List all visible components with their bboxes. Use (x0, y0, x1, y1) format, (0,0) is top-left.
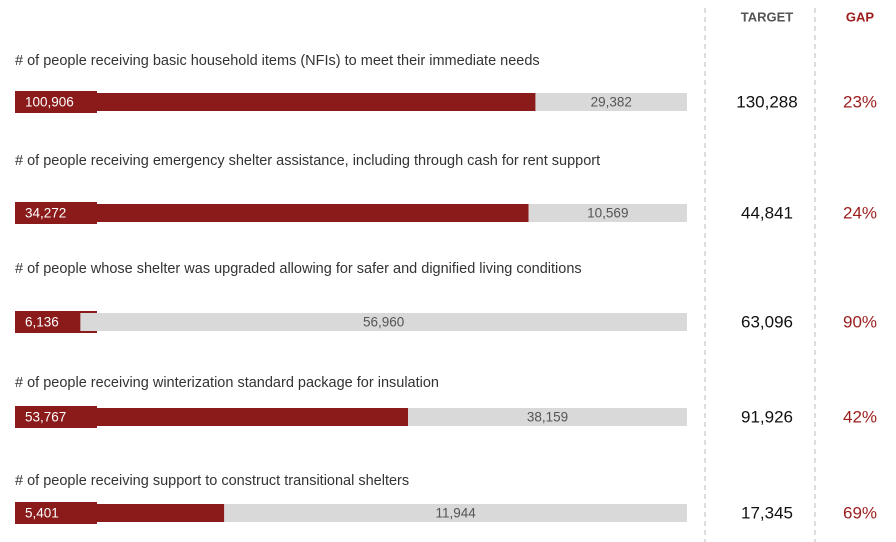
column-value: 130,288 (736, 92, 797, 111)
value-label: 38,159 (527, 410, 568, 425)
column-value: 24% (843, 203, 877, 222)
bar-segment (15, 408, 409, 426)
value-badge (15, 406, 97, 428)
row-label: # of people whose shelter was upgraded a… (15, 261, 582, 277)
row-label: # of people receiving basic household it… (15, 53, 540, 69)
column-value: 90% (843, 312, 877, 331)
value-badge (15, 202, 97, 224)
value-label: 29,382 (591, 95, 632, 110)
value-label: 53,767 (25, 410, 66, 425)
value-label: 6,136 (25, 315, 59, 330)
row-label: # of people receiving support to constru… (15, 473, 410, 489)
value-label: 10,569 (587, 206, 628, 221)
column-value: 63,096 (741, 312, 793, 331)
column-value: 17,345 (741, 503, 793, 522)
column-value: 44,841 (741, 203, 793, 222)
column-value: 42% (843, 407, 877, 426)
bar-segment (528, 204, 687, 222)
row-label-box: # of people receiving emergency shelter … (15, 153, 601, 169)
bar-segment (224, 504, 687, 522)
row-label-box: # of people whose shelter was upgraded a… (15, 261, 582, 277)
column-header: GAP (846, 9, 875, 24)
bar-segment (408, 408, 687, 426)
value-badge (15, 91, 97, 113)
row-label-box: # of people receiving basic household it… (15, 53, 540, 69)
value-badge (15, 502, 97, 524)
row-label-box: # of people receiving winterization stan… (15, 375, 439, 391)
row-label: # of people receiving emergency shelter … (15, 153, 601, 169)
column-value: 23% (843, 92, 877, 111)
bar-segment (80, 313, 688, 331)
column-header: TARGET (741, 9, 794, 24)
bar-segment (535, 93, 687, 111)
value-label: 5,401 (25, 506, 59, 521)
column-value: 91,926 (741, 407, 793, 426)
value-label: 11,944 (435, 506, 476, 521)
column-value: 69% (843, 503, 877, 522)
bar-segment (15, 93, 536, 111)
row-label-box: # of people receiving support to constru… (15, 473, 410, 489)
value-label: 56,960 (363, 315, 404, 330)
row-label: # of people receiving winterization stan… (15, 375, 439, 391)
value-badge (15, 311, 97, 333)
value-label: 100,906 (25, 95, 74, 110)
bar-segment (15, 204, 529, 222)
value-label: 34,272 (25, 206, 66, 221)
